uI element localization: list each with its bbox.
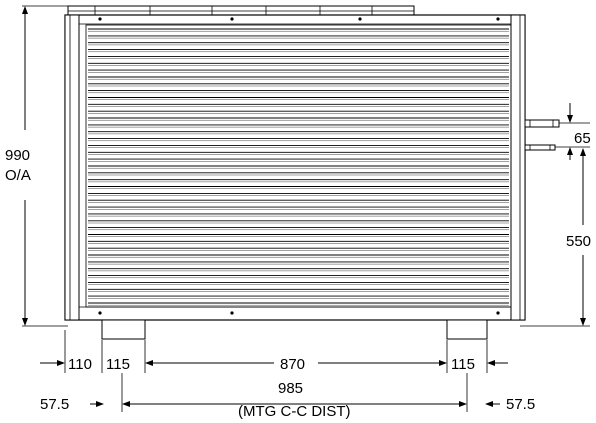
pipe-connections: [524, 119, 560, 151]
unit-cabinet: [64, 14, 526, 321]
coil-louvers: [88, 28, 509, 306]
mounting-distance-value: 985: [278, 380, 303, 397]
mounting-distance-note: (MTG C-C DIST): [238, 403, 350, 420]
left-offset-value: 110: [68, 356, 92, 373]
foot-gap-value: 870: [280, 356, 305, 373]
overall-height-dimension: 990 O/A: [5, 5, 68, 327]
pipe-spacing-value: 65: [574, 130, 591, 147]
pipe-height-value: 550: [566, 233, 591, 250]
foot-dimensions-row: 110 115 870 115: [40, 330, 508, 373]
foot-left-width-value: 115: [106, 356, 130, 373]
mounting-feet: [101, 319, 488, 340]
foot-right-width-value: 115: [451, 356, 475, 373]
overall-height-note: O/A: [5, 167, 31, 184]
overall-height-value: 990: [5, 147, 30, 164]
mounting-dimensions-row: 57.5 985 (MTG C-C DIST) 57.5: [40, 373, 535, 420]
edge-right-value: 57.5: [506, 396, 535, 413]
edge-left-value: 57.5: [40, 396, 69, 413]
pipe-height-dimension: 550: [520, 148, 591, 327]
top-fan-guard: [67, 5, 415, 16]
pipe-spacing-dimension: 65: [555, 103, 591, 160]
